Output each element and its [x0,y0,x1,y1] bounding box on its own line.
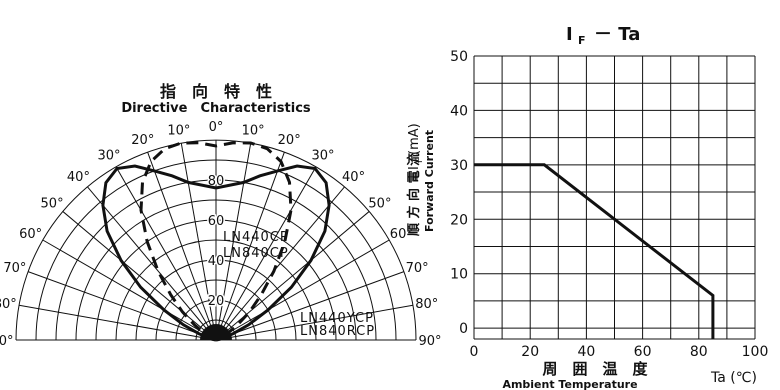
radial-label-60: 60 [208,214,225,229]
series-line-if-ta [474,163,715,339]
x-tick-40: 40 [577,344,595,360]
legend-ln440cp: LN440CP [223,230,289,245]
polar-title-cjk: 指 向 特 性 [160,82,272,101]
polar-series [101,141,331,342]
polar-spoke--20 [147,151,217,341]
y-axis-label-unit: (mA) [407,123,422,155]
title-symbol: I [566,24,573,45]
x-axis-label-symbol: Ta (℃) [710,370,757,386]
angle-label-11: 20° [278,133,301,148]
angle-label-12: 30° [311,149,334,164]
y-tick-50: 50 [450,49,468,65]
line-chart-title: I F － Ta [566,24,640,47]
angle-label-15: 60° [390,227,413,242]
y-tick-labels: 0 10 20 30 40 50 [450,49,468,337]
y-axis-label: 順 方 向 電 流 I F (mA) Forward Current [406,123,436,236]
angle-label-6: 30° [97,149,120,164]
x-tick-80: 80 [690,344,708,360]
legend-ln840rcp: LN840RCP [300,324,375,339]
polar-spoke-60 [215,239,390,341]
title-subscript: F [578,34,586,47]
legend-ln840cp: LN840CP [223,246,289,261]
y-tick-10: 10 [450,267,468,283]
polar-spoke--40 [87,186,217,341]
x-tick-labels: 0 20 40 60 80 100 [470,344,769,360]
angle-label-5: 40° [67,170,90,185]
polar-spoke-80 [215,304,414,341]
x-tick-60: 60 [634,344,652,360]
polar-spoke--10 [180,142,217,341]
x-axis-label-cjk: 周 囲 温 度 [542,360,648,378]
polar-grid [15,139,417,341]
angle-label-2: 70° [3,261,26,276]
angle-label-13: 40° [342,170,365,185]
polar-spoke-40 [215,186,345,341]
angle-label-3: 60° [19,227,42,242]
title-rest: － Ta [594,24,640,45]
radial-label-40: 40 [208,254,225,269]
y-axis-label-en: Forward Current [423,130,436,232]
y-tick-20: 20 [450,212,468,228]
polar-series-1 [139,141,293,342]
legend-ln440ycp: LN440YCP [300,311,374,326]
angle-label-8: 10° [167,123,190,138]
polar-spoke--30 [115,166,217,341]
polar-title-en: Directive Characteristics [121,101,311,116]
polar-spoke--80 [18,304,217,341]
polar-spoke-70 [215,271,405,341]
angle-label-7: 20° [131,133,154,148]
angle-label-18: 90° [418,334,441,349]
y-tick-30: 30 [450,158,468,174]
polar-center-hub [200,324,232,340]
polar-series-0 [101,164,331,342]
y-axis-label-symbol: I [407,166,422,170]
x-tick-20: 20 [521,344,539,360]
y-axis-label-cjk: 順 方 向 電 流 [406,153,422,236]
y-tick-0: 0 [459,321,468,337]
angle-label-17: 80° [415,297,438,312]
x-tick-100: 100 [742,344,769,360]
x-axis-label-en: Ambient Temperature [502,378,637,390]
angle-label-1: 80° [0,297,17,312]
line-chart: I F － Ta 0 20 40 60 80 100 0 10 20 30 40 50 順 方 向 … [406,24,768,390]
polar-angle-labels: 90°80°70°60°50°40°30°20°10°0°10°20°30°40… [0,120,442,349]
x-tick-0: 0 [470,344,479,360]
angle-label-9: 0° [209,120,224,135]
angle-label-10: 10° [242,123,265,138]
angle-label-14: 50° [368,196,391,211]
angle-label-16: 70° [406,261,429,276]
angle-label-4: 50° [41,196,64,211]
angle-label-0: 90° [0,334,14,349]
polar-chart: 指 向 特 性 Directive Characteristics 90° 80°… [0,82,442,349]
polar-spoke--50 [62,211,217,341]
polar-spoke-30 [215,166,317,341]
polar-spoke--70 [27,271,217,341]
y-tick-40: 40 [450,103,468,119]
x-axis-label: 周 囲 温 度 Ambient Temperature Ta (℃) [502,360,756,390]
y-axis-label-subscript: F [415,158,425,163]
polar-spoke--60 [42,239,217,341]
polar-spoke-20 [215,151,285,341]
radial-label-20: 20 [208,294,225,309]
polar-legend: LN440CP LN840CP LN440YCP LN840RCP [223,230,375,339]
polar-spoke-10 [215,142,252,341]
